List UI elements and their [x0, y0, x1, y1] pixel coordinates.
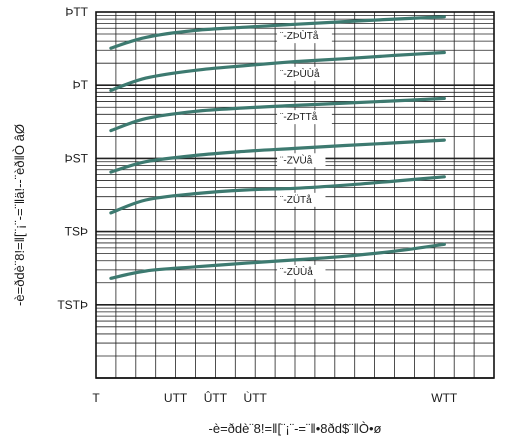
x-tick-label: T — [92, 391, 100, 405]
y-tick-labels: ÞTT ÞT ÞST TSÞ TSTÞ — [57, 5, 88, 312]
x-axis-title: -è=ðdè¨8!=‖[¨¡¨-=¨‖•8ðd$¨‖Ò•ø — [209, 421, 382, 436]
series-label-background — [277, 66, 332, 81]
y-tick-label: ÞTT — [65, 5, 88, 19]
x-tick-label: UTT — [164, 391, 188, 405]
x-tick-label: WTT — [431, 391, 458, 405]
series-label-background — [277, 264, 326, 279]
series-line — [109, 96, 446, 133]
series-label-background — [277, 29, 332, 44]
series-label: ¨-ZVÙå — [280, 153, 313, 166]
series-label-background — [277, 110, 332, 125]
curve-labels: ¨-ZÞÙTå ¨-ZÞÙÙå ¨-ZÞTTå ¨-ZVÙå ¨-ZÜTå ¨-ZÙÙå — [277, 29, 332, 279]
y-axis-title: -è=ðdè¨8!=‖[¨¡¨-=¨‖ä!--¨èð‖Ò âØ — [12, 124, 27, 306]
y-tick-label: ÞST — [65, 151, 89, 165]
plot-frame — [95, 11, 495, 379]
x-tick-labels: T UTT ÛTT ÙTT WTT — [92, 390, 458, 405]
series-line — [109, 175, 446, 215]
curves — [109, 15, 446, 280]
series-label: ¨-ZÙÙå — [280, 265, 313, 278]
series-line — [109, 242, 446, 280]
series-line — [109, 50, 446, 92]
series-label-background — [277, 153, 326, 168]
y-tick-label: TSÞ — [65, 225, 88, 239]
series-label: ¨-ZÜTå — [280, 194, 312, 206]
series-label: ¨-ZÞÙÙå — [280, 67, 320, 80]
series-line — [109, 15, 446, 50]
y-tick-label: TSTÞ — [57, 298, 88, 312]
series-label-background — [277, 192, 326, 207]
x-tick-label: ÛTT — [204, 390, 228, 405]
series-label: ¨-ZÞÙTå — [280, 29, 319, 42]
y-tick-label: ÞT — [73, 78, 89, 92]
series-label: ¨-ZÞTTå — [280, 111, 318, 123]
x-tick-label: ÙTT — [244, 390, 268, 405]
series-line — [109, 138, 446, 174]
